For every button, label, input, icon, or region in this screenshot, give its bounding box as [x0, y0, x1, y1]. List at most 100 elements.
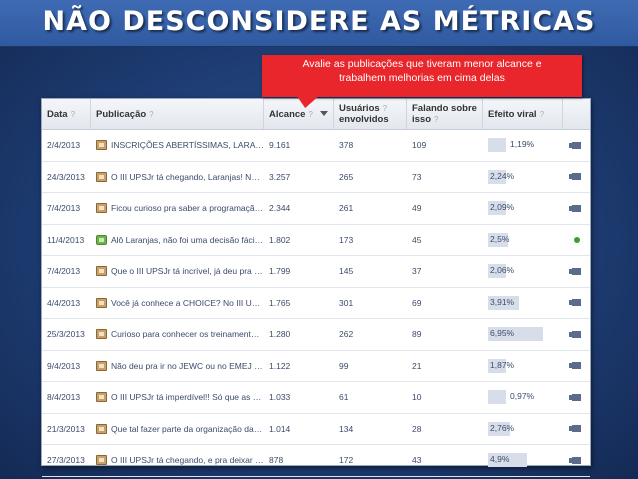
help-icon[interactable]: ?	[434, 115, 439, 124]
row-action[interactable]	[563, 288, 590, 318]
table-row[interactable]: 4/4/2013 Você já conhece a CHOICE? No III…	[42, 288, 590, 319]
row-publication[interactable]: Você já conhece a CHOICE? No III UPSJr .…	[91, 288, 264, 318]
row-publication-text[interactable]: Que o III UPSJr tá incrível, já deu pra …	[111, 266, 264, 276]
row-publication[interactable]: O III UPSJr tá chegando, e pra deixar vo…	[91, 445, 264, 475]
row-publication[interactable]: Curioso para conhecer os treinamentos d.…	[91, 319, 264, 349]
row-publication[interactable]: O III UPSJr tá chegando, Laranjas! Não d…	[91, 162, 264, 192]
photo-post-icon	[96, 203, 107, 213]
viral-bar	[488, 358, 506, 373]
viral-label: 1,87%	[490, 359, 515, 370]
row-action[interactable]	[563, 130, 590, 160]
megaphone-icon[interactable]	[569, 141, 581, 149]
col-header-talking-label-1: Falando sobre	[412, 103, 477, 114]
row-talking: 37	[412, 266, 422, 276]
row-talking: 49	[412, 203, 422, 213]
megaphone-icon[interactable]	[569, 330, 581, 338]
sort-desc-icon[interactable]	[320, 111, 328, 116]
photo-post-icon	[96, 455, 107, 465]
row-publication[interactable]: O III UPSJr tá imperdível!! Só que as va…	[91, 382, 264, 412]
title-bar: NÃO DESCONSIDERE AS MÉTRICAS	[0, 0, 638, 47]
table-row[interactable]: 27/3/2013 O III UPSJr tá chegando, e pra …	[42, 445, 590, 477]
viral-bar	[488, 295, 519, 310]
help-icon[interactable]: ?	[149, 109, 154, 119]
row-talking: 45	[412, 234, 422, 245]
row-publication-text[interactable]: O III UPSJr tá chegando, e pra deixar vo…	[111, 455, 264, 465]
col-header-publication[interactable]: Publicação ?	[91, 99, 264, 129]
row-talking: 10	[412, 392, 422, 402]
row-publication-text[interactable]: Que tal fazer parte da organização da fe…	[111, 423, 264, 434]
viral-bar-wrap: 0,97%	[488, 390, 558, 404]
viral-label: 3,91%	[490, 296, 515, 307]
col-header-reach[interactable]: Alcance ?	[264, 99, 334, 129]
row-publication[interactable]: Que o III UPSJr tá incrível, já deu pra …	[91, 256, 264, 286]
megaphone-icon[interactable]	[569, 204, 581, 212]
row-action[interactable]	[563, 382, 590, 412]
viral-label: 2,06%	[490, 265, 515, 275]
row-publication-text[interactable]: Você já conhece a CHOICE? No III UPSJr .…	[111, 297, 264, 308]
row-publication-text[interactable]: Curioso para conhecer os treinamentos d.…	[111, 329, 264, 339]
help-icon[interactable]: ?	[70, 109, 76, 119]
table-row[interactable]: 24/3/2013 O III UPSJr tá chegando, Laranj…	[42, 162, 590, 193]
row-publication[interactable]: INSCRIÇÕES ABERTÍSSIMAS, LARANJAS! ...	[91, 130, 264, 160]
row-action[interactable]	[563, 445, 590, 475]
row-publication-text[interactable]: O III UPSJr tá chegando, Laranjas! Não d…	[111, 171, 264, 182]
row-publication-text[interactable]: O III UPSJr tá imperdível!! Só que as va…	[111, 392, 264, 402]
help-icon[interactable]: ?	[308, 109, 313, 119]
table-row[interactable]: 2/4/2013 INSCRIÇÕES ABERTÍSSIMAS, LARANJA…	[42, 130, 590, 162]
row-publication-text[interactable]: Não deu pra ir no JEWC ou no EMEJ 2012..…	[111, 360, 264, 371]
row-action[interactable]	[563, 256, 590, 286]
table-row[interactable]: 7/4/2013 Ficou curioso pra saber a progra…	[42, 193, 590, 225]
col-header-viral[interactable]: Efeito viral ?	[483, 99, 563, 129]
row-users: 262	[339, 329, 354, 339]
megaphone-icon[interactable]	[569, 362, 581, 369]
table-row[interactable]: 8/4/2013 O III UPSJr tá imperdível!! Só q…	[42, 382, 590, 414]
table-row[interactable]: 9/4/2013 Não deu pra ir no JEWC ou no EME…	[42, 351, 590, 382]
table-row[interactable]: 11/4/2013 Alô Laranjas, não foi uma decis…	[42, 225, 590, 256]
viral-label: 4,9%	[490, 454, 510, 464]
table-row[interactable]: 21/3/2013 Que tal fazer parte da organiza…	[42, 414, 590, 445]
row-action[interactable]	[563, 162, 590, 192]
help-icon[interactable]: ?	[539, 109, 545, 119]
megaphone-icon[interactable]	[569, 456, 581, 464]
megaphone-icon[interactable]	[569, 425, 581, 432]
row-action[interactable]	[563, 414, 590, 444]
row-publication-text[interactable]: Ficou curioso pra saber a programação co…	[111, 203, 264, 213]
slide-title: NÃO DESCONSIDERE AS MÉTRICAS	[42, 6, 596, 37]
row-action[interactable]	[563, 193, 590, 223]
row-viral: 2,06%	[483, 256, 563, 286]
col-header-date[interactable]: Data ?	[42, 99, 91, 129]
status-post-icon	[96, 234, 107, 245]
row-publication-text[interactable]: INSCRIÇÕES ABERTÍSSIMAS, LARANJAS! ...	[111, 140, 264, 150]
help-icon[interactable]: ?	[382, 104, 388, 113]
row-publication[interactable]: Não deu pra ir no JEWC ou no EMEJ 2012..…	[91, 351, 264, 381]
table-row[interactable]: 25/3/2013 Curioso para conhecer os treina…	[42, 319, 590, 351]
megaphone-icon[interactable]	[569, 267, 581, 275]
row-publication[interactable]: Que tal fazer parte da organização da fe…	[91, 414, 264, 444]
row-date: 4/4/2013	[47, 297, 81, 308]
row-publication-text[interactable]: Alô Laranjas, não foi uma decisão fácil,…	[111, 234, 264, 245]
row-reach: 1.280	[269, 329, 291, 339]
viral-bar-wrap: 2,06%	[488, 264, 558, 278]
col-header-publication-label: Publicação	[96, 108, 147, 120]
viral-bar-wrap: 2,24%	[488, 169, 558, 184]
megaphone-icon[interactable]	[569, 299, 581, 306]
row-reach: 1.122	[269, 360, 291, 371]
table-row[interactable]: 7/4/2013 Que o III UPSJr tá incrível, já …	[42, 256, 590, 288]
row-action[interactable]	[563, 351, 590, 381]
row-action[interactable]	[563, 225, 590, 255]
viral-label: 2,76%	[490, 422, 515, 433]
col-header-talking[interactable]: Falando sobre isso?	[407, 99, 483, 129]
row-publication[interactable]: Ficou curioso pra saber a programação co…	[91, 193, 264, 223]
row-action[interactable]	[563, 319, 590, 349]
viral-bar-wrap: 4,9%	[488, 453, 558, 467]
viral-bar-wrap: 2,5%	[488, 232, 558, 247]
row-users: 145	[339, 266, 354, 276]
col-header-users[interactable]: Usuários? envolvidos	[334, 99, 407, 129]
photo-post-icon	[96, 423, 107, 434]
col-header-talking-label-2: isso	[412, 114, 432, 125]
row-reach: 1.014	[269, 423, 291, 434]
row-publication[interactable]: Alô Laranjas, não foi uma decisão fácil,…	[91, 225, 264, 255]
megaphone-icon[interactable]	[569, 173, 581, 180]
green-dot-icon[interactable]	[573, 236, 580, 243]
megaphone-icon[interactable]	[569, 393, 581, 401]
